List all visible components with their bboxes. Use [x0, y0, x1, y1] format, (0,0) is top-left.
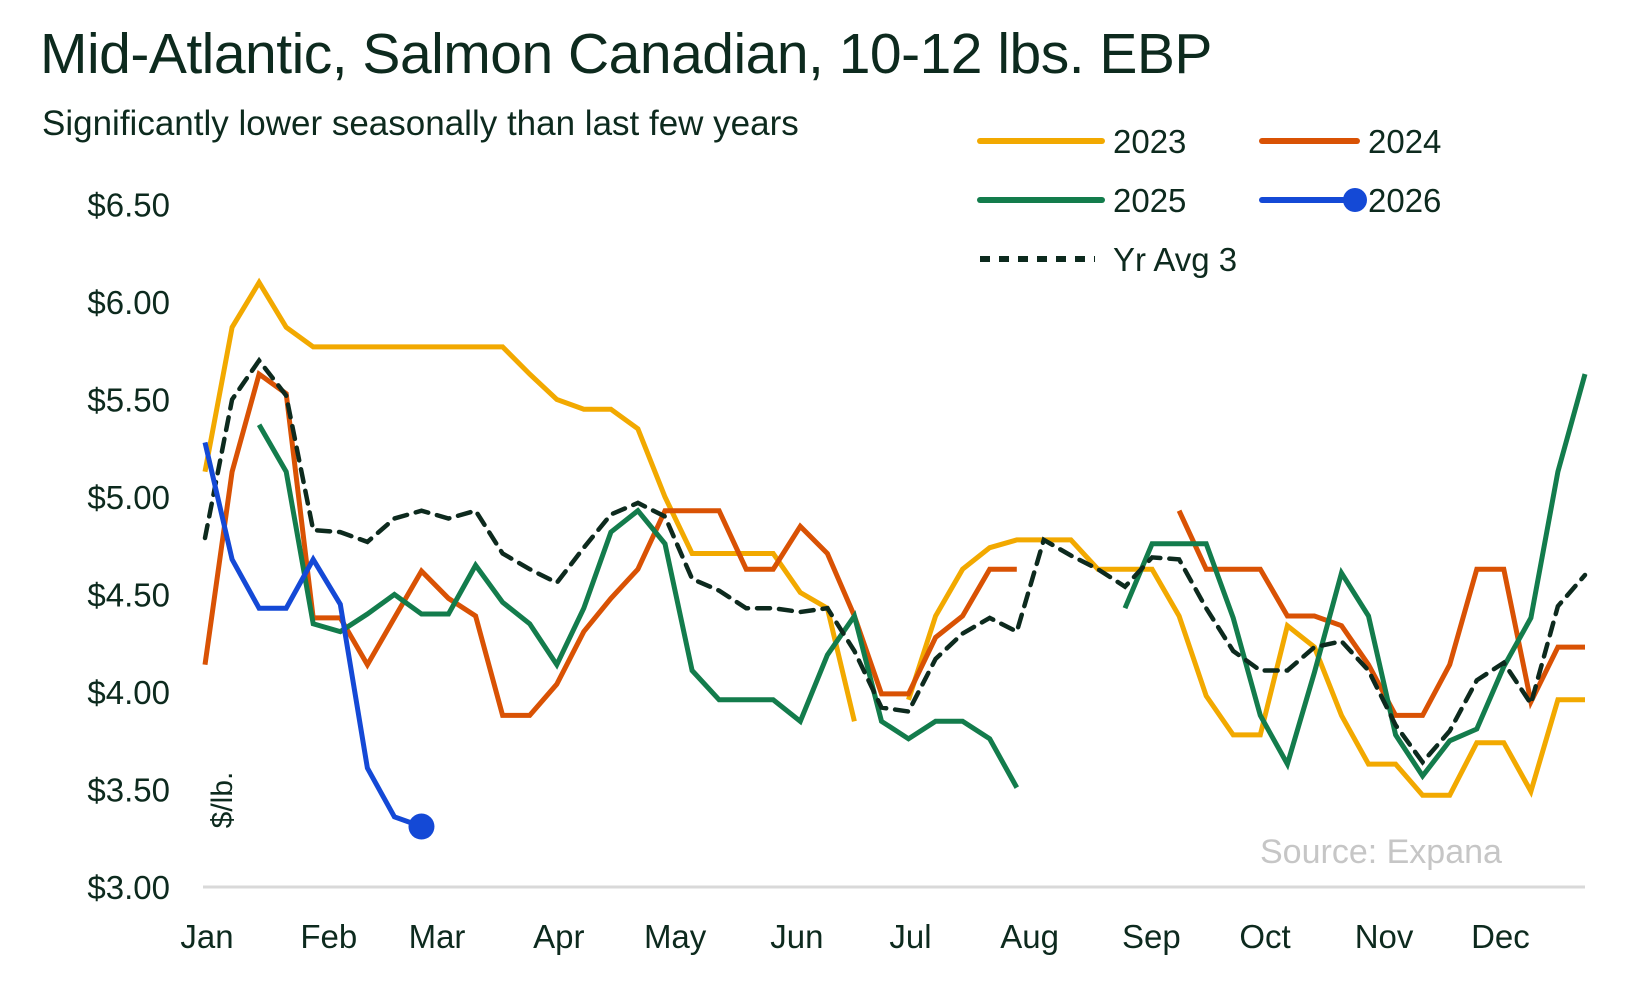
x-tick-label: May	[644, 918, 707, 955]
legend-label: 2023	[1113, 123, 1186, 160]
series-line	[256, 423, 1019, 789]
series-2025	[256, 373, 1588, 789]
series-2023	[202, 277, 1585, 798]
x-tick-label: Aug	[1000, 918, 1059, 955]
series-line	[1176, 509, 1585, 718]
x-tick-label: Nov	[1355, 918, 1414, 955]
x-tick-label: Oct	[1239, 918, 1290, 955]
legend-item-2023: 2023	[977, 123, 1186, 160]
y-tick-label: $4.50	[87, 577, 170, 614]
series-line	[906, 537, 1585, 798]
legend-item-2024: 2024	[1259, 123, 1441, 160]
series-line	[202, 441, 423, 829]
x-tick-label: Mar	[409, 918, 466, 955]
y-tick-label: $3.50	[87, 772, 170, 809]
series-2026	[202, 441, 435, 840]
chart-title: Mid-Atlantic, Salmon Canadian, 10-12 lbs…	[40, 22, 1212, 86]
legend-item-2025: 2025	[977, 182, 1186, 219]
legend-label: Yr Avg 3	[1113, 241, 1237, 278]
chart-subtitle: Significantly lower seasonally than last…	[42, 104, 799, 143]
x-tick-label: Apr	[533, 918, 584, 955]
legend-item-2026: 2026	[1259, 182, 1441, 219]
y-tick-label: $4.00	[87, 674, 170, 711]
series-layer	[202, 277, 1588, 840]
series-line	[202, 356, 1588, 766]
legend: 2023 2024 2025 2026 Yr Avg 3	[977, 123, 1441, 278]
legend-label: 2024	[1368, 123, 1441, 160]
source-note: Source: Expana	[1260, 833, 1502, 871]
y-tick-label: $3.00	[87, 869, 170, 906]
latest-value-marker	[408, 813, 435, 840]
y-tick-label: $6.00	[87, 284, 170, 321]
x-tick-label: Jun	[770, 918, 823, 955]
x-tick-label: Sep	[1122, 918, 1181, 955]
series-line	[1122, 373, 1588, 781]
x-tick-label: Jul	[889, 918, 931, 955]
x-tick-label: Jan	[180, 918, 233, 955]
y-tick-label: $6.50	[87, 187, 170, 224]
y-tick-label: $5.00	[87, 479, 170, 516]
series-line	[202, 277, 857, 722]
legend-item-yr-avg-3: Yr Avg 3	[980, 241, 1237, 278]
legend-marker	[1343, 188, 1367, 212]
y-tick-label: $5.50	[87, 382, 170, 419]
legend-label: 2026	[1368, 182, 1441, 219]
series-line	[202, 369, 1017, 718]
y-axis-label: $/lb.	[206, 772, 239, 829]
legend-label: 2025	[1113, 182, 1186, 219]
series-yr-avg-3	[202, 356, 1588, 766]
y-axis-ticks: $3.00 $3.50 $4.00 $4.50 $5.00 $5.50 $6.00 $6.50	[87, 187, 170, 907]
x-tick-label: Feb	[300, 918, 357, 955]
x-tick-label: Dec	[1471, 918, 1530, 955]
x-axis-ticks: Jan Feb Mar Apr May Jun Jul Aug Sep Oct Nov Dec	[180, 918, 1529, 955]
